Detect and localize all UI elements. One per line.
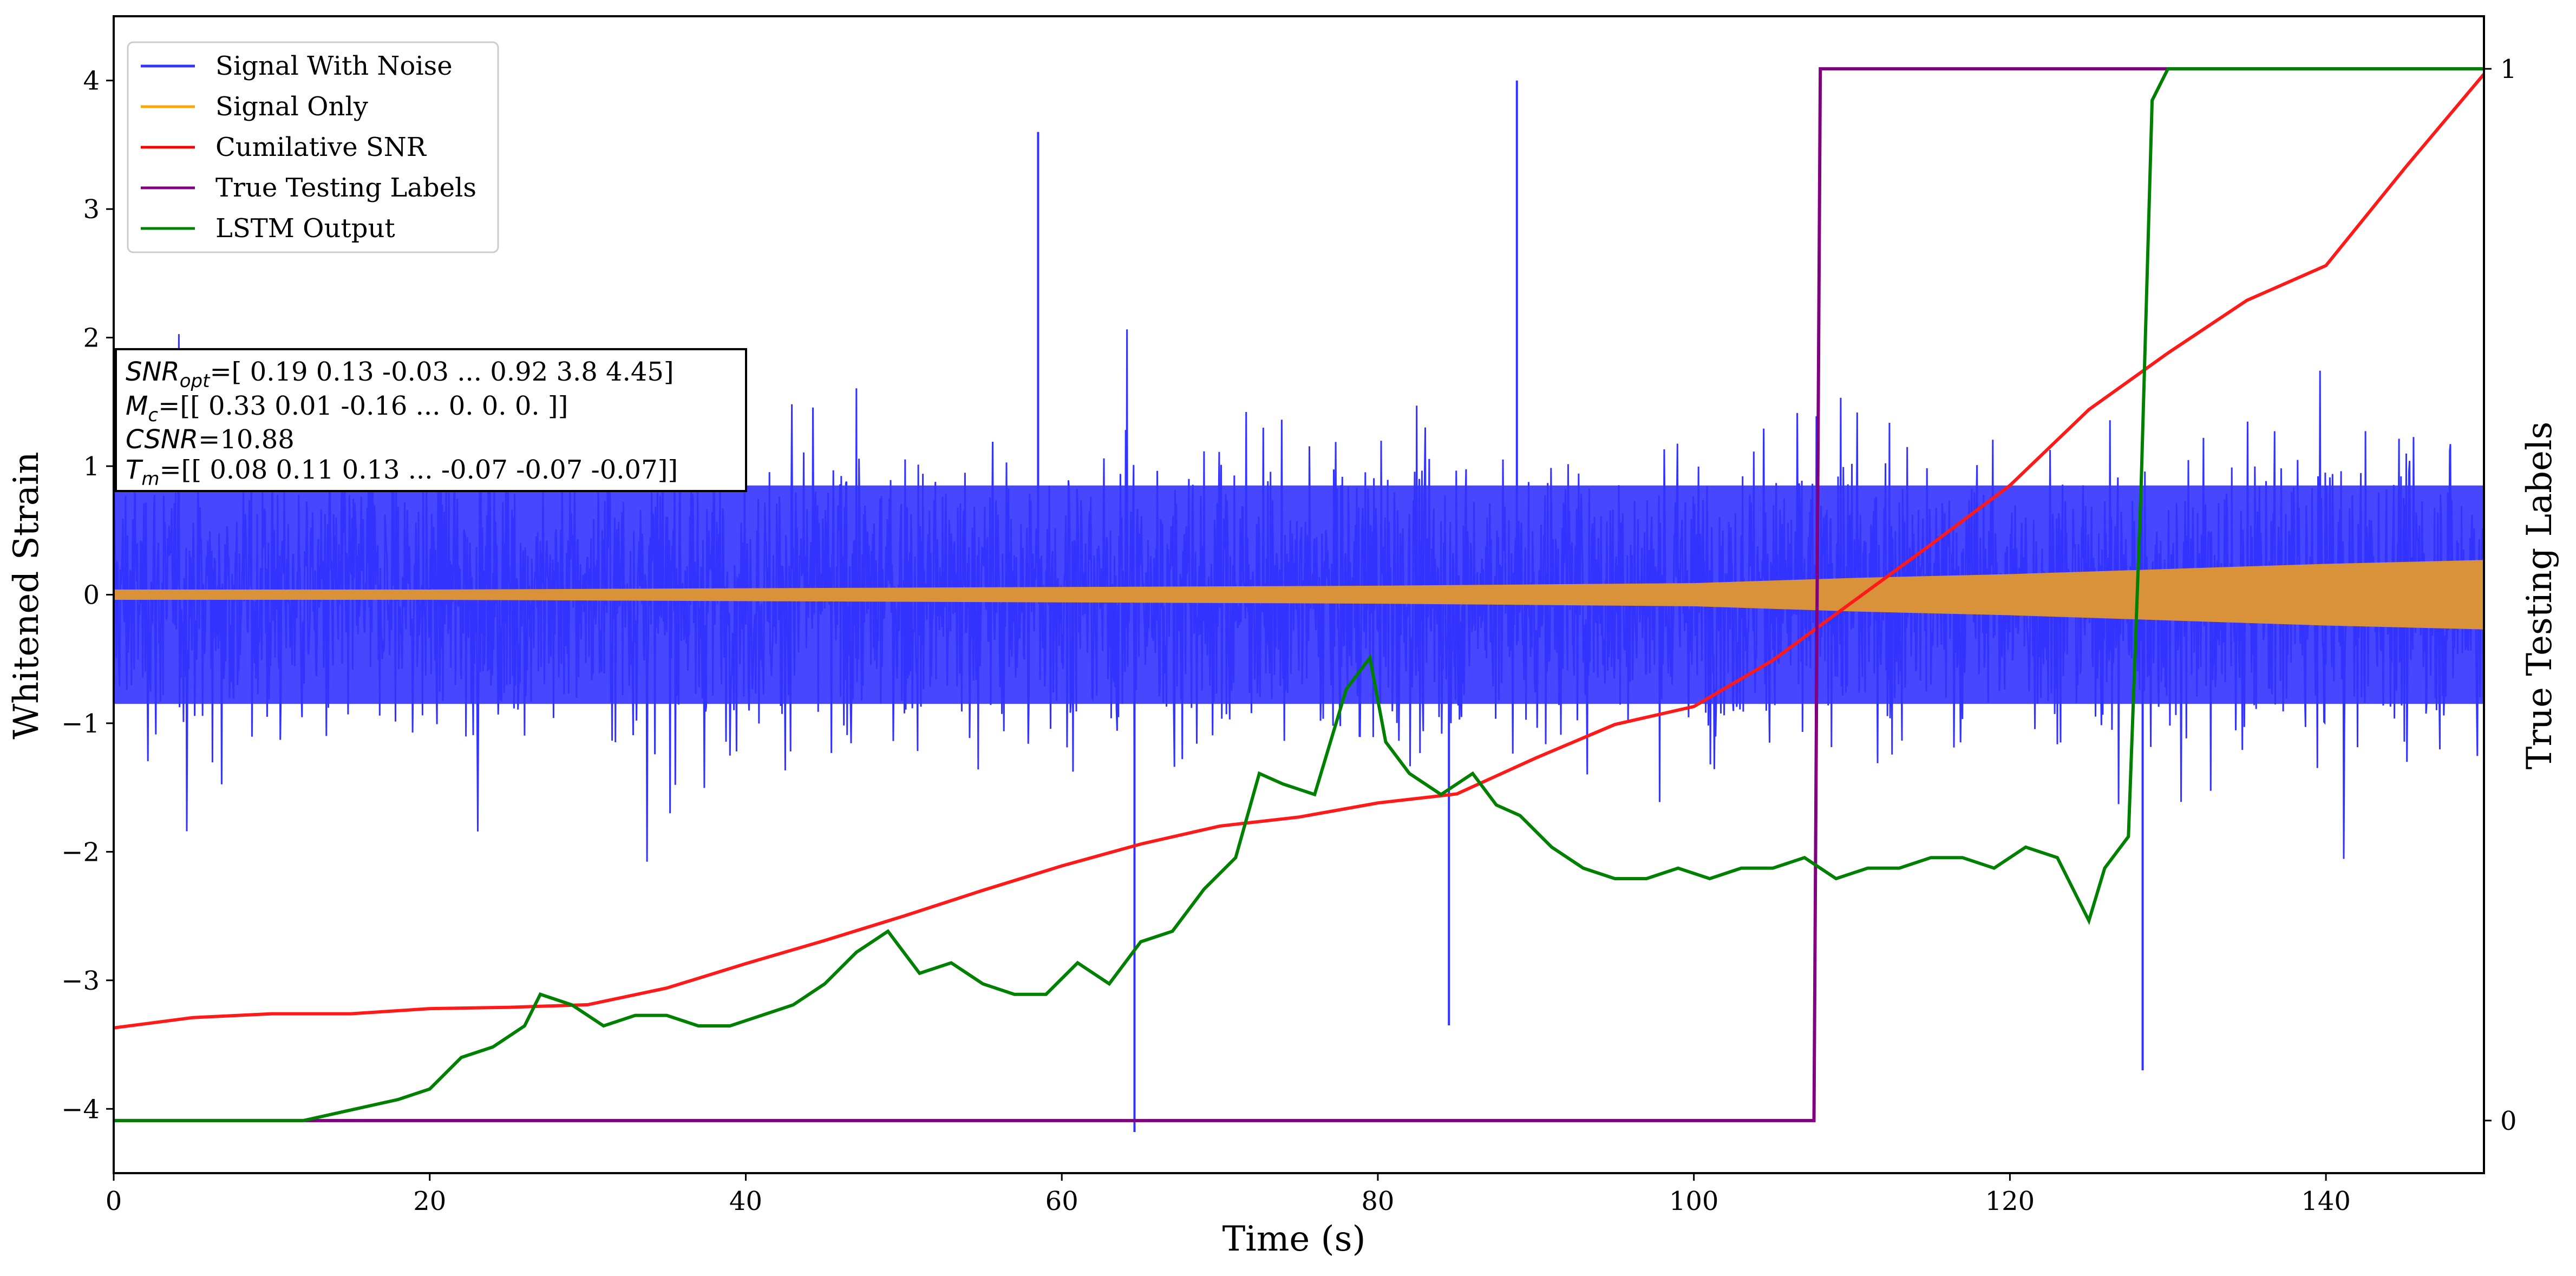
y2-axis-title: True Testing Labels	[2520, 422, 2560, 770]
legend-label: True Testing Labels	[215, 173, 476, 203]
legend-item: LSTM Output	[141, 213, 395, 244]
legend-label: Signal Only	[215, 91, 368, 122]
legend-box	[127, 41, 499, 253]
legend-item: Cumilative SNR	[141, 132, 427, 162]
lstm-output-line	[114, 67, 2484, 1122]
y2-tick-label: 0	[2500, 1106, 2517, 1136]
y-axis-title: Whitened Strain	[6, 451, 47, 739]
y-tick-label: 4	[83, 66, 100, 96]
x-tick-label: 60	[1045, 1186, 1078, 1216]
x-tick-label: 20	[413, 1186, 446, 1216]
mc-text: Mc=[[ 0.33 0.01 -0.16 ... 0. 0. 0. ]]	[126, 391, 568, 426]
y-tick-label: −2	[61, 837, 100, 867]
y2-tick-label: 1	[2500, 54, 2517, 84]
y-tick-label: 0	[83, 580, 100, 611]
line-series	[113, 67, 2486, 1122]
tm-text: Tm=[[ 0.08 0.11 0.13 ... -0.07 -0.07 -0.…	[126, 455, 678, 490]
snr-opt-text: SNRopt=[ 0.19 0.13 -0.03 ... 0.92 3.8 4.…	[126, 357, 674, 392]
x-tick-label: 100	[1669, 1186, 1719, 1216]
x-tick-label: 80	[1361, 1186, 1394, 1216]
legend: Signal With Noise Signal Only Cumilative…	[127, 41, 499, 253]
legend-item: True Testing Labels	[141, 173, 476, 203]
legend-label: Cumilative SNR	[215, 132, 427, 162]
true-testing-labels-line	[114, 67, 2484, 1122]
x-tick-label: 0	[106, 1186, 122, 1216]
legend-label: LSTM Output	[215, 213, 395, 244]
x-axis-title: Time (s)	[1222, 1219, 1366, 1259]
signal-only-band	[114, 560, 2484, 630]
y-tick-label: 2	[83, 323, 100, 354]
y-tick-label: 3	[83, 194, 100, 225]
x-tick-label: 40	[729, 1186, 762, 1216]
y-tick-label: −1	[61, 709, 100, 739]
signal-only-series	[114, 560, 2484, 630]
info-box: SNRopt=[ 0.19 0.13 -0.03 ... 0.92 3.8 4.…	[115, 348, 747, 492]
info-box-frame	[115, 348, 747, 492]
legend-item: Signal With Noise	[141, 51, 453, 81]
y-tick-label: −3	[61, 966, 100, 996]
cumulative-snr-line	[113, 73, 2486, 1030]
legend-item: Signal Only	[141, 91, 368, 122]
y-tick-label: 1	[83, 451, 100, 482]
y-tick-label: −4	[61, 1094, 100, 1124]
csnr-text: CSNR=10.88	[126, 424, 295, 455]
x-tick-label: 120	[1985, 1186, 2035, 1216]
legend-label: Signal With Noise	[215, 51, 453, 81]
x-tick-label: 140	[2301, 1186, 2351, 1216]
